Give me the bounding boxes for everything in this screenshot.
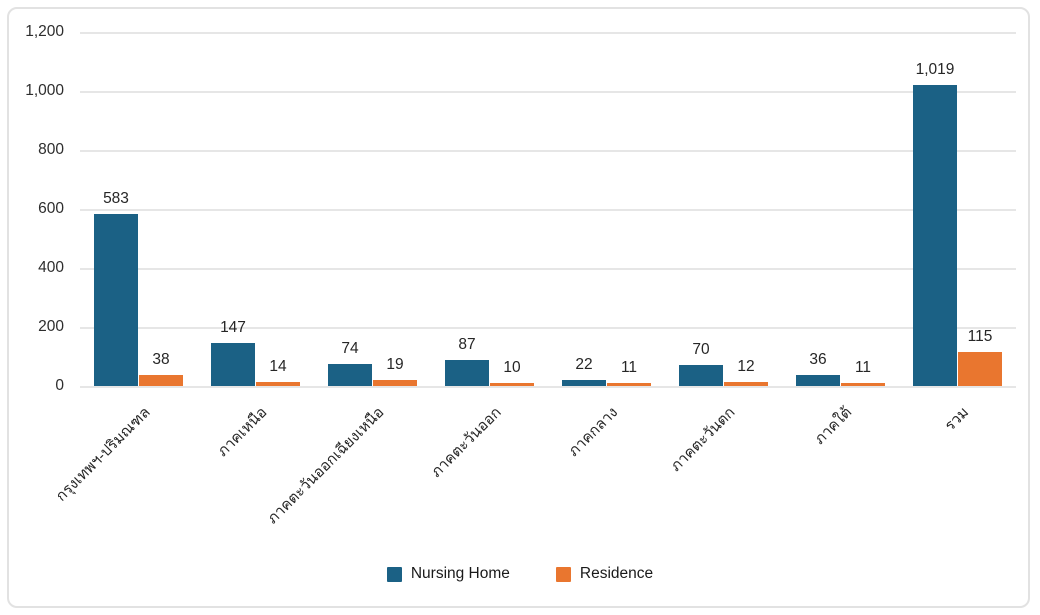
value-label: 11 <box>854 359 872 376</box>
legend-item-nursing-home: Nursing Home <box>386 565 510 583</box>
bar-group: 36 11 <box>782 351 899 386</box>
x-axis-label: ภาคใต้ <box>811 403 856 448</box>
bar-residence <box>607 383 651 386</box>
gridline <box>80 327 1016 329</box>
bar-column: 36 <box>796 351 840 386</box>
bar-group: 583 38 <box>80 190 197 386</box>
bar-column: 19 <box>373 356 417 386</box>
gridline <box>80 209 1016 211</box>
bar-column: 70 <box>679 341 723 386</box>
bar-residence <box>139 375 183 386</box>
x-axis-label: กรุงเทพฯ-ปริมณฑล <box>52 403 154 505</box>
bar-residence <box>256 382 300 386</box>
gridline <box>80 386 1016 388</box>
x-axis-label: ภาคตะวันออกเฉียงเหนือ <box>263 403 388 528</box>
bar-residence <box>958 352 1002 386</box>
bar-residence <box>841 383 885 386</box>
x-axis-label: ภาคกลาง <box>565 403 622 460</box>
bar-nursing-home <box>211 343 255 386</box>
value-label: 10 <box>503 359 521 376</box>
x-axis-label: ภาคตะวันออก <box>427 403 505 481</box>
value-label: 36 <box>809 351 827 368</box>
legend-label: Nursing Home <box>410 565 510 582</box>
gridline <box>80 91 1016 93</box>
bar-nursing-home <box>562 380 606 386</box>
y-tick-label: 800 <box>38 141 64 158</box>
bar-column: 583 <box>94 190 138 386</box>
bar-nursing-home <box>796 375 840 386</box>
bar-group: 147 14 <box>197 319 314 386</box>
bar-column: 74 <box>328 340 372 386</box>
bar-nursing-home <box>328 364 372 386</box>
bar-column: 38 <box>139 351 183 386</box>
gridline <box>80 32 1016 34</box>
value-label: 115 <box>967 328 993 345</box>
bar-column: 14 <box>256 358 300 386</box>
legend: Nursing Home Residence <box>0 565 1040 583</box>
value-label: 70 <box>692 341 710 358</box>
y-tick-label: 400 <box>38 259 64 276</box>
value-label: 14 <box>269 358 287 375</box>
value-label: 1,019 <box>915 61 955 78</box>
bar-group: 87 10 <box>431 336 548 386</box>
bar-column: 87 <box>445 336 489 386</box>
y-tick-label: 200 <box>38 318 64 335</box>
y-tick-label: 1,000 <box>25 82 64 99</box>
bar-group: 22 11 <box>548 356 665 386</box>
value-label: 87 <box>458 336 476 353</box>
bar-nursing-home <box>679 365 723 386</box>
legend-item-residence: Residence <box>555 565 654 583</box>
bar-column: 115 <box>958 328 1002 386</box>
y-tick-label: 600 <box>38 200 64 217</box>
gridline <box>80 268 1016 270</box>
bar-nursing-home <box>913 85 957 386</box>
y-tick-label: 1,200 <box>25 23 64 40</box>
value-label: 74 <box>341 340 359 357</box>
bar-group: 74 19 <box>314 340 431 386</box>
value-label: 11 <box>620 359 638 376</box>
legend-swatch-residence <box>555 566 571 582</box>
value-label: 583 <box>103 190 129 207</box>
x-axis-label: รวม <box>941 403 973 435</box>
x-axis-label: ภาคตะวันตก <box>667 403 739 476</box>
value-label: 38 <box>152 351 170 368</box>
bar-column: 10 <box>490 359 534 386</box>
value-label: 22 <box>575 356 593 373</box>
x-axis-label: ภาคเหนือ <box>214 403 271 461</box>
plot-area: 583 38 147 14 74 19 87 10 22 11 70 12 36 11 1,019 115 <box>80 32 1016 388</box>
legend-swatch-nursing-home <box>386 566 402 582</box>
y-tick-label: 0 <box>55 377 64 394</box>
bar-column: 12 <box>724 358 768 386</box>
bar-group: 1,019 115 <box>899 61 1016 386</box>
value-label: 19 <box>386 356 404 373</box>
bar-groups: 583 38 147 14 74 19 87 10 22 11 70 12 36 11 1,019 115 <box>80 32 1016 386</box>
gridline <box>80 150 1016 152</box>
bar-residence <box>373 380 417 386</box>
bar-nursing-home <box>94 214 138 386</box>
bar-column: 11 <box>841 359 885 386</box>
legend-label: Residence <box>579 565 654 582</box>
bar-column: 1,019 <box>913 61 957 386</box>
bar-column: 22 <box>562 356 606 386</box>
bar-column: 147 <box>211 319 255 386</box>
bar-group: 70 12 <box>665 341 782 386</box>
bar-nursing-home <box>445 360 489 386</box>
bar-residence <box>490 383 534 386</box>
value-label: 12 <box>737 358 755 375</box>
bar-residence <box>724 382 768 386</box>
value-label: 147 <box>220 319 246 336</box>
bar-column: 11 <box>607 359 651 386</box>
